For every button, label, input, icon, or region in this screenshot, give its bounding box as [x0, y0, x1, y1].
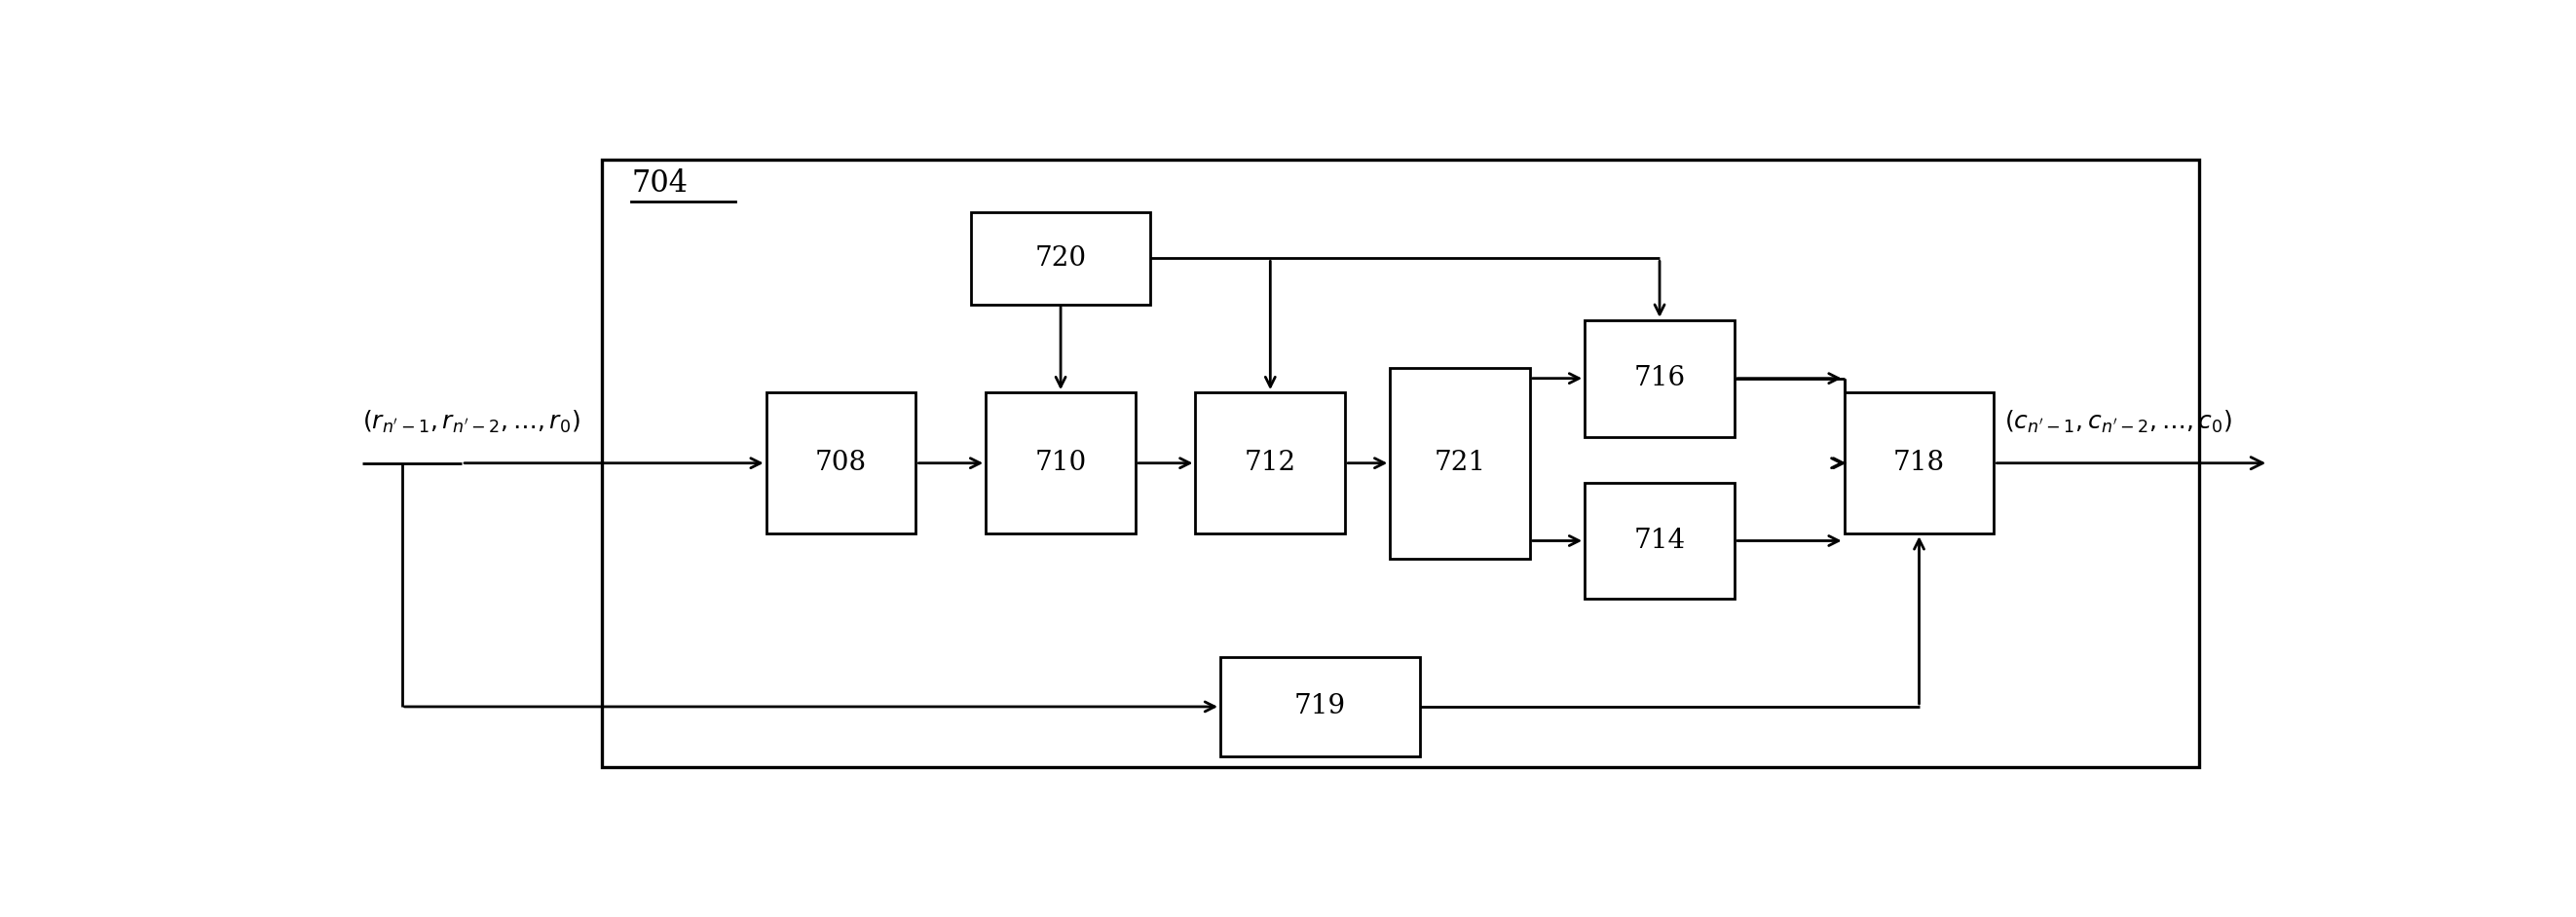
Text: 704: 704	[631, 168, 688, 198]
Bar	[1221, 657, 1419, 757]
Text: 716: 716	[1633, 365, 1685, 392]
Text: $(c_{n^{\prime}-1}, c_{n^{\prime}-2}, \ldots, c_0)$: $(c_{n^{\prime}-1}, c_{n^{\prime}-2}, \l…	[2004, 408, 2231, 435]
Text: 714: 714	[1633, 527, 1685, 554]
Text: 721: 721	[1435, 450, 1486, 476]
Bar	[987, 392, 1136, 534]
Bar	[603, 160, 2200, 767]
Text: 708: 708	[814, 450, 868, 476]
Bar	[765, 392, 917, 534]
Text: 712: 712	[1244, 450, 1296, 476]
Text: $(r_{n^{\prime}-1}, r_{n^{\prime}-2}, \ldots, r_0)$: $(r_{n^{\prime}-1}, r_{n^{\prime}-2}, \l…	[361, 408, 580, 435]
Text: 720: 720	[1036, 245, 1087, 271]
Bar	[1844, 392, 1994, 534]
Bar	[1584, 320, 1734, 436]
Bar	[1584, 482, 1734, 599]
Text: 719: 719	[1293, 693, 1347, 720]
Bar	[971, 213, 1151, 304]
Text: 718: 718	[1893, 450, 1945, 476]
Bar	[1195, 392, 1345, 534]
Text: 710: 710	[1036, 450, 1087, 476]
Bar	[1391, 368, 1530, 558]
